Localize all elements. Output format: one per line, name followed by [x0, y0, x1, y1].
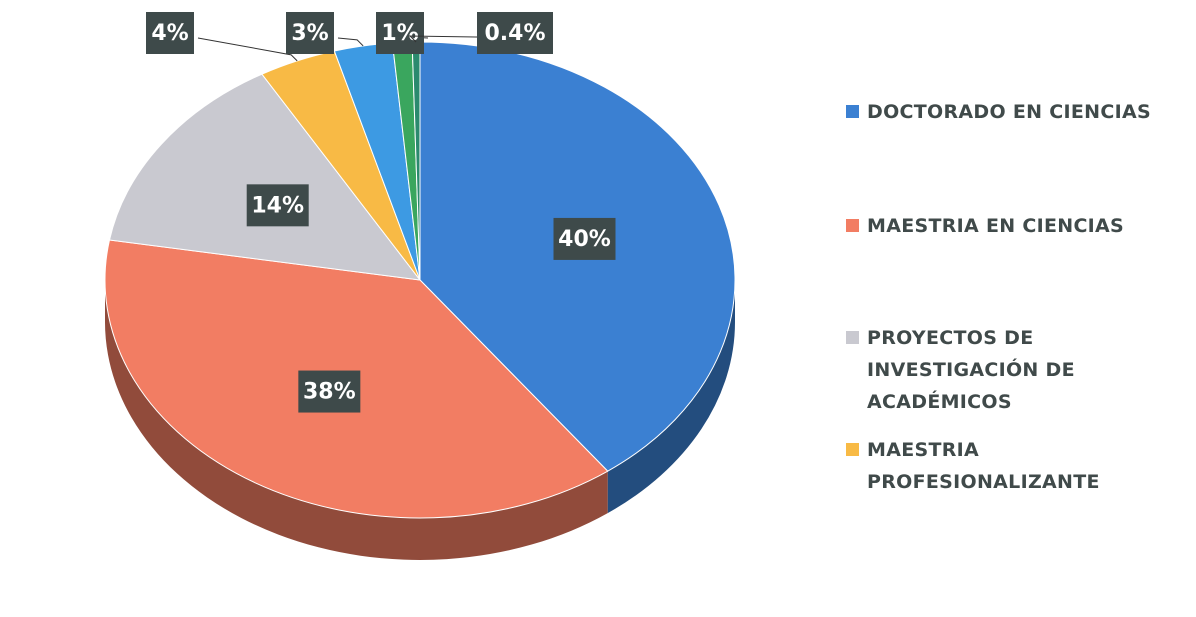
legend-swatch	[846, 443, 859, 456]
legend-item: MAESTRIA EN CIENCIAS	[846, 210, 1176, 242]
slice-side	[105, 280, 608, 561]
slice	[108, 73, 422, 281]
legend-label: PROYECTOS DE INVESTIGACIÓN DE ACADÉMICOS	[867, 327, 1075, 413]
legend-swatch	[846, 331, 859, 344]
data-label: 3%	[291, 21, 328, 46]
label-box	[553, 217, 616, 260]
legend-item: DOCTORADO EN CIENCIAS	[846, 96, 1176, 128]
label-box	[376, 12, 424, 54]
label-box	[146, 12, 194, 54]
data-label: 1%	[381, 21, 418, 46]
legend-label: MAESTRIA EN CIENCIAS	[867, 215, 1125, 237]
legend-label: DOCTORADO EN CIENCIAS	[867, 101, 1151, 123]
label-box	[286, 12, 334, 54]
data-label: 4%	[151, 21, 188, 46]
legend-label: MAESTRIA PROFESIONALIZANTE	[867, 439, 1100, 493]
legend-item: PROYECTOS DE INVESTIGACIÓN DE ACADÉMICOS	[846, 322, 1176, 418]
leader-line	[197, 37, 298, 62]
label-box	[246, 184, 309, 227]
legend-item: MAESTRIA PROFESIONALIZANTE	[846, 434, 1176, 498]
legend-swatch	[846, 105, 859, 118]
label-box	[477, 12, 553, 54]
legend-swatch	[846, 219, 859, 232]
data-label: 40%	[558, 227, 611, 252]
label-box	[298, 370, 361, 413]
leader-line	[337, 37, 364, 47]
slice-side	[607, 280, 735, 514]
data-label: 0.4%	[484, 21, 545, 46]
data-label: 14%	[251, 193, 304, 218]
data-label: 38%	[303, 380, 356, 405]
